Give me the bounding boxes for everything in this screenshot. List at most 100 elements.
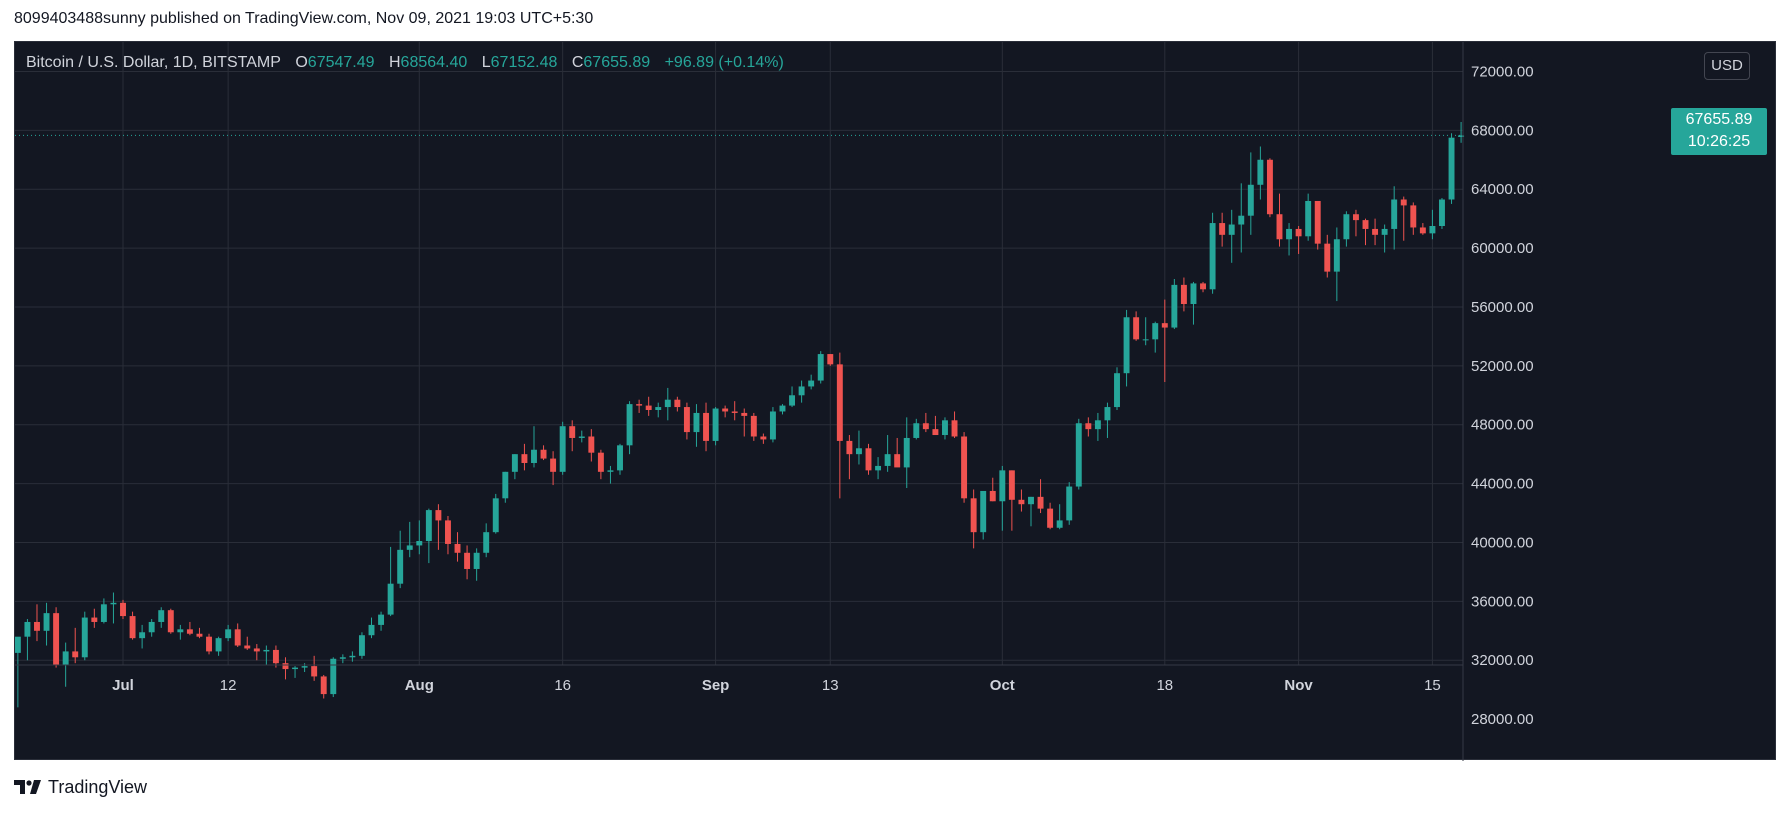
candle-down: [1419, 223, 1426, 235]
candle-body: [349, 655, 356, 658]
candle-body: [1200, 283, 1206, 290]
candle-down: [836, 352, 843, 499]
candle-up: [1094, 412, 1101, 441]
candle-body: [1152, 323, 1159, 340]
candle-body: [1391, 199, 1398, 229]
candle-body: [703, 412, 709, 441]
candle-down: [454, 532, 461, 562]
candle-body: [951, 420, 958, 437]
open-value: 67547.49: [307, 54, 375, 71]
candle-body: [894, 454, 901, 468]
candle-body: [1114, 373, 1120, 408]
candle-body: [1343, 214, 1350, 240]
candle-body: [43, 613, 50, 631]
candle-down: [91, 608, 98, 628]
candle-body: [406, 545, 413, 550]
candle-body: [1410, 205, 1417, 228]
candle-up: [664, 387, 671, 421]
candle-body: [645, 405, 652, 410]
candle-body: [425, 510, 432, 542]
candle-body: [1324, 243, 1331, 272]
grid-lines: [15, 42, 1463, 665]
chart-panel[interactable]: 28000.00 32000.00 36000.00 40000.00 44000.00…: [14, 41, 1777, 761]
candle-down: [636, 399, 643, 413]
candle-body: [139, 632, 146, 639]
close-label: C: [571, 54, 584, 71]
candle-body: [311, 666, 318, 677]
candle-body: [750, 415, 757, 437]
candle-body: [53, 613, 60, 665]
candle-body: [588, 436, 595, 453]
candle-body: [1075, 423, 1082, 487]
footer: TradingView: [14, 776, 147, 798]
axes: 28000.00 32000.00 36000.00 40000.00 44000.00…: [15, 42, 1534, 761]
candle-up: [769, 407, 776, 443]
candle-up: [1305, 193, 1312, 241]
candle-body: [100, 604, 107, 622]
candle-body: [1219, 223, 1226, 235]
candle-body: [664, 399, 671, 408]
x-tick-label: 12: [220, 677, 237, 694]
candle-body: [244, 645, 251, 649]
candle-up: [1458, 122, 1465, 143]
candle-down: [1180, 277, 1187, 312]
candle-down: [34, 604, 40, 642]
candle-up: [292, 666, 299, 678]
candle-down: [722, 405, 729, 418]
candle-body: [1429, 226, 1436, 234]
candle-down: [540, 445, 547, 461]
x-tick-label: 13: [822, 677, 839, 694]
candle-up: [798, 380, 805, 403]
candle-body: [693, 412, 700, 433]
candle-down: [588, 429, 595, 462]
candle-body: [884, 454, 891, 466]
candle-body: [569, 426, 576, 438]
candle-up: [263, 645, 270, 665]
candle-body: [358, 635, 365, 656]
candle-down: [1018, 489, 1025, 512]
candle-body: [454, 543, 461, 553]
candle-body: [1008, 470, 1015, 500]
candle-body: [24, 621, 31, 637]
x-tick-label: 16: [554, 677, 571, 694]
candle-up: [789, 386, 796, 408]
candle-up: [655, 402, 662, 418]
candle-down: [1295, 226, 1302, 254]
candle-down: [1008, 470, 1015, 531]
candle-down: [989, 477, 996, 502]
candlestick-chart[interactable]: 28000.00 32000.00 36000.00 40000.00 44000.00…: [15, 42, 1777, 761]
candle-down: [272, 645, 279, 668]
candle-up: [808, 374, 815, 390]
candle-up: [158, 607, 165, 628]
candle-up: [1123, 309, 1130, 387]
ohlc-legend: Bitcoin / U.S. Dollar, 1D, BITSTAMP O675…: [26, 54, 784, 72]
candle-down: [731, 401, 738, 421]
candle-body: [1180, 284, 1187, 305]
candle-down: [186, 621, 193, 636]
candle-down: [1314, 200, 1321, 250]
candle-up: [425, 508, 432, 564]
tradingview-brand[interactable]: TradingView: [48, 776, 148, 797]
candle-body: [942, 420, 948, 436]
candle-body: [578, 436, 585, 438]
candle-body: [34, 621, 40, 631]
candle-body: [521, 454, 528, 463]
publication-attribution: 8099403488sunny published on TradingView…: [14, 10, 594, 27]
candle-up: [1247, 152, 1254, 235]
candle-body: [1056, 520, 1063, 528]
y-tick-label: 32000.00: [1471, 652, 1534, 669]
candle-body: [903, 437, 910, 468]
candle-body: [808, 380, 815, 387]
candle-down: [569, 420, 576, 452]
candle-up: [139, 624, 146, 649]
candle-body: [72, 651, 79, 658]
y-tick-label: 40000.00: [1471, 534, 1534, 551]
y-tick-label: 60000.00: [1471, 240, 1534, 257]
candle-down: [234, 623, 241, 647]
candle-down: [1037, 479, 1044, 514]
candle-up: [387, 546, 394, 617]
currency-unit-button[interactable]: USD: [1704, 52, 1750, 80]
candle-body: [492, 498, 499, 533]
candle-down: [683, 402, 690, 440]
candle-body: [215, 638, 222, 652]
